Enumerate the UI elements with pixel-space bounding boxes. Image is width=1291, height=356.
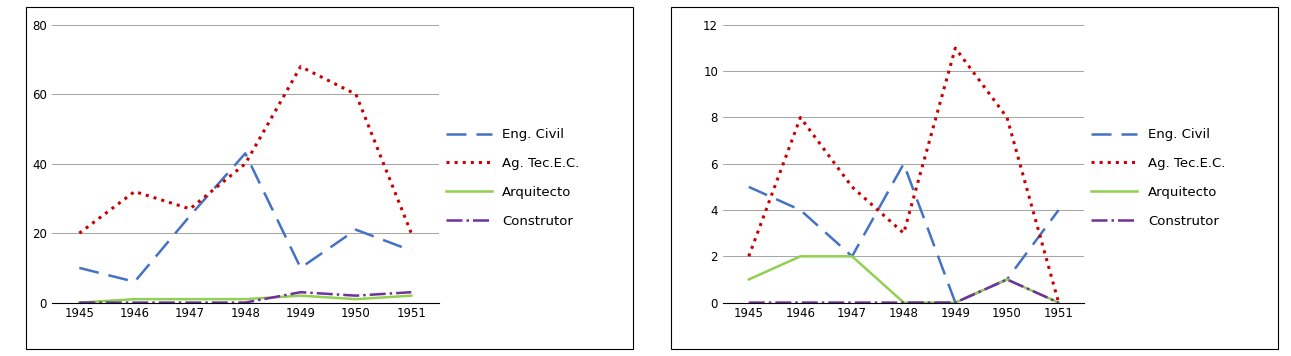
- Legend: Eng. Civil, Ag. Tec.E.C., Arquitecto, Construtor: Eng. Civil, Ag. Tec.E.C., Arquitecto, Co…: [1091, 128, 1225, 228]
- Legend: Eng. Civil, Ag. Tec.E.C., Arquitecto, Construtor: Eng. Civil, Ag. Tec.E.C., Arquitecto, Co…: [445, 128, 580, 228]
